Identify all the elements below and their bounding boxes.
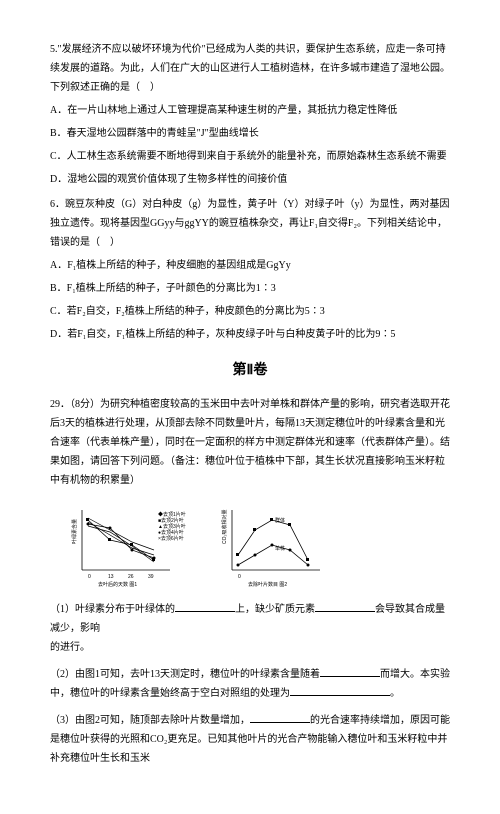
svg-text:■去顶2片叶: ■去顶2片叶 (158, 517, 184, 524)
svg-text:0: 0 (238, 574, 241, 580)
svg-text:群体: 群体 (275, 517, 285, 524)
question-29: 29．（8分）为研究种植密度较高的玉米田中去叶对单株和群体产量的影响，研究者选取… (50, 395, 450, 768)
q29-sub1: （1）叶绿素分布于叶绿体的上，缺少矿质元素会导致其合成量减少，影响 的进行。 (50, 600, 450, 657)
svg-text:去叶后的天数 图1: 去叶后的天数 图1 (98, 581, 137, 588)
svg-text:39: 39 (148, 574, 154, 580)
blank (175, 601, 235, 612)
svg-text:叶绿素含量: 叶绿素含量 (71, 519, 78, 544)
svg-text:▲去顶3片叶: ▲去顶3片叶 (158, 523, 186, 530)
svg-text:13: 13 (108, 574, 114, 580)
question-6: 6．豌豆灰种皮（G）对白种皮（g）为显性，黄子叶（Y）对绿子叶（y）为显性，两对… (50, 195, 450, 344)
sub1-mid: 上，缺少矿质元素 (235, 604, 315, 615)
sub3-pre: （3）由图2可知，随顶部去除叶片数量增加， (50, 715, 250, 726)
q6-option-b: B．F₁植株上所结的种子，子叶颜色的分离比为1∶3 (50, 279, 450, 298)
q5-option-a: A．在一片山林地上通过人工管理提高某种速生树的产量，其抵抗力稳定性降低 (50, 101, 450, 120)
q6-stem: 6．豌豆灰种皮（G）对白种皮（g）为显性，黄子叶（Y）对绿子叶（y）为显性，两对… (50, 195, 450, 252)
sub2-pre: （2）由图1可知，去叶13天测定时，穗位叶的叶绿素含量随着 (50, 669, 320, 680)
svg-text:26: 26 (128, 574, 134, 580)
blank (290, 685, 390, 696)
svg-text:CO₂吸收相对量: CO₂吸收相对量 (221, 509, 228, 543)
q6-option-d: D．若F₁自交，F₁植株上所结的种子，灰种皮绿子叶与白种皮黄子叶的比为9∶5 (50, 325, 450, 344)
svg-text:◆去顶1片叶: ◆去顶1片叶 (158, 511, 186, 518)
svg-text:×去顶6片叶: ×去顶6片叶 (158, 535, 184, 542)
blank (250, 712, 310, 723)
q5-option-d: D．湿地公园的观赏价值体现了生物多样性的间接价值 (50, 170, 450, 189)
chart-2: 群体 单株 CO₂吸收相对量 0 去除叶片数目 图2 (220, 500, 340, 590)
question-5: 5."发展经济不应以破坏环境为代价"已经成为人类的共识，要保护生态系统，应走一条… (50, 40, 450, 189)
svg-text:0: 0 (88, 574, 91, 580)
svg-text:去除叶片数目 图2: 去除叶片数目 图2 (248, 581, 287, 588)
q5-stem: 5."发展经济不应以破坏环境为代价"已经成为人类的共识，要保护生态系统，应走一条… (50, 40, 450, 97)
q29-sub3: （3）由图2可知，随顶部去除叶片数量增加，的光合速率持续增加，原因可能是穗位叶获… (50, 711, 450, 768)
section-2-title: 第Ⅱ卷 (50, 358, 450, 385)
svg-text:单株: 单株 (275, 545, 285, 552)
q6-option-c: C．若F₂自交，F₂植株上所结的种子，种皮颜色的分离比为5∶3 (50, 302, 450, 321)
sub2-end: 。 (390, 688, 400, 699)
q29-stem: 29．（8分）为研究种植密度较高的玉米田中去叶对单株和群体产量的影响，研究者选取… (50, 395, 450, 490)
q5-option-b: B．春天湿地公园群落中的青蛙呈"J"型曲线增长 (50, 124, 450, 143)
q6-option-a: A．F₁植株上所结的种子，种皮细胞的基因组成是GgYy (50, 256, 450, 275)
q5-option-c: C．人工林生态系统需要不断地得到来自于系统外的能量补充，而原始森林生态系统不需要 (50, 147, 450, 166)
sub1-end: 的进行。 (50, 642, 90, 653)
q29-sub2: （2）由图1可知，去叶13天测定时，穗位叶的叶绿素含量随着而增大。本实验中，穗位… (50, 665, 450, 703)
charts-row: 0 13 26 39 去叶后的天数 图1 叶绿素含量 ◆去顶1片叶 ■去顶2片叶… (70, 500, 450, 590)
chart-1: 0 13 26 39 去叶后的天数 图1 叶绿素含量 ◆去顶1片叶 ■去顶2片叶… (70, 500, 190, 590)
svg-text:●去顶4片叶: ●去顶4片叶 (158, 529, 184, 536)
blank (320, 666, 380, 677)
sub1-pre: （1）叶绿素分布于叶绿体的 (50, 604, 175, 615)
blank (315, 601, 375, 612)
